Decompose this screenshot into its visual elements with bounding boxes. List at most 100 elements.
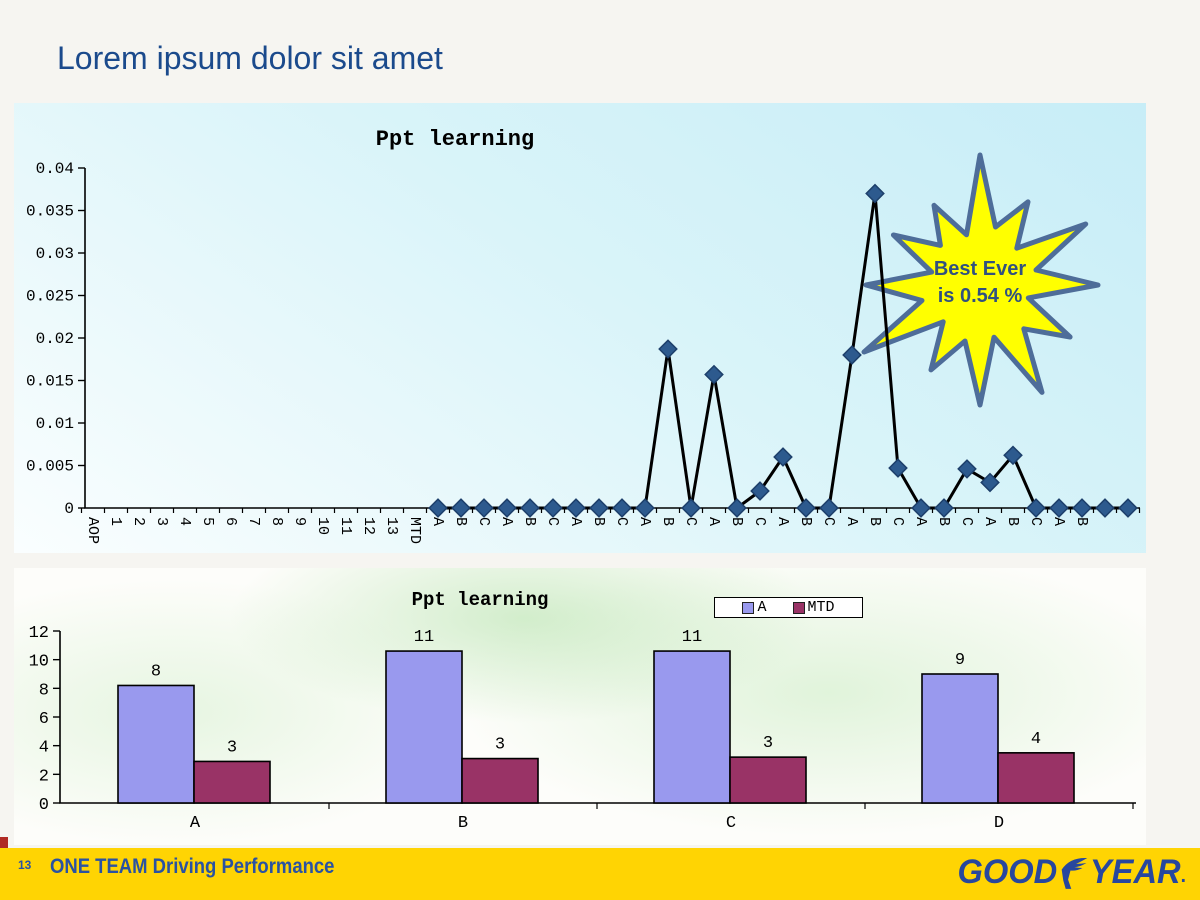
line-marker [1026, 498, 1046, 518]
bar-category-label: C [726, 814, 736, 833]
line-xtick-label: B [452, 517, 469, 526]
line-xtick-label: B [797, 517, 814, 526]
line-marker [474, 498, 494, 518]
footer-tagline: ONE TEAM Driving Performance [50, 855, 335, 878]
goodyear-logo: GOOD YEAR . [958, 853, 1186, 892]
line-xtick-label: B [728, 517, 745, 526]
line-ytick-label: 0.03 [36, 245, 74, 263]
line-xtick-label: B [1073, 517, 1090, 526]
line-marker [980, 472, 1000, 493]
legend-swatch-mtd [792, 601, 805, 614]
line-marker [681, 498, 701, 518]
line-ytick-label: 0.015 [26, 373, 74, 391]
line-ytick-label: 0.02 [36, 330, 74, 348]
line-marker [1049, 498, 1069, 518]
bar-value-label: 3 [763, 734, 773, 753]
line-xtick-label: 8 [268, 517, 285, 526]
line-xtick-label: C [544, 517, 561, 526]
legend-item-a: A [742, 599, 767, 616]
line-chart-panel: 0 0.005 0.01 0.015 0.02 0.025 0.03 0.035 0.04 AOP… [14, 103, 1146, 553]
bar-value-label: 4 [1031, 730, 1041, 749]
line-marker [796, 498, 816, 518]
bar-ytick-label: 2 [39, 767, 49, 786]
line-marker [957, 459, 977, 479]
line-marker [911, 498, 931, 518]
red-accent-mark [0, 837, 8, 848]
line-xtick-label: C [1027, 517, 1044, 526]
line-xtick-label: C [613, 517, 630, 526]
bar-ytick-label: 10 [29, 653, 49, 672]
line-xtick-label: 11 [337, 517, 354, 535]
line-xtick-label: 13 [383, 517, 400, 535]
bar-value-label: 11 [682, 628, 702, 647]
line-xtick-label: A [567, 517, 584, 526]
line-xtick-label: C [889, 517, 906, 526]
line-xtick-label: A [429, 517, 446, 526]
bar-chart-svg: 0 2 4 6 8 10 12 8 3 A 11 3 B 11 3 C 9 4 D [29, 624, 1136, 833]
line-marker [451, 498, 471, 518]
line-xtick-label: B [935, 517, 952, 526]
line-marker [1095, 498, 1115, 518]
line-marker [888, 458, 908, 478]
bar-a-D [921, 673, 999, 804]
logo-text-good: GOOD [957, 853, 1058, 891]
line-xtick-label: 9 [291, 517, 308, 526]
bar-mtd-B [461, 757, 539, 804]
callout-text: Best Ever is 0.54 % [880, 256, 1080, 310]
bar-ytick-label: 8 [39, 681, 49, 700]
line-marker [428, 498, 448, 518]
line-xtick-label: A [843, 517, 860, 526]
callout-line2: is 0.54 % [937, 285, 1023, 307]
slide-number: 13 [18, 858, 32, 872]
bar-ytick-label: 12 [29, 624, 49, 643]
wingfoot-icon [1061, 857, 1088, 889]
bar-mtd-D [997, 752, 1075, 804]
page-title: Lorem ipsum dolor sit amet [57, 40, 443, 76]
line-xtick-label: MTD [406, 517, 423, 544]
bar-mtd-C [729, 756, 807, 804]
line-xtick-label: 6 [222, 517, 239, 526]
line-marker [612, 498, 632, 518]
line-marker [842, 345, 862, 365]
line-ytick-label: 0.04 [36, 160, 74, 178]
line-marker [704, 364, 724, 385]
line-ytick-label: 0.01 [36, 415, 74, 433]
bar-value-label: 3 [227, 738, 237, 757]
line-xtick-label: A [1050, 517, 1067, 526]
line-marker [566, 498, 586, 518]
callout-line1: Best Ever [933, 258, 1027, 280]
footer-bar: 13 ONE TEAM Driving Performance GOOD YEA… [0, 848, 1200, 900]
line-xtick-label: A [981, 517, 998, 526]
line-xtick-label: A [498, 517, 515, 526]
bar-value-label: 3 [495, 736, 505, 755]
line-marker [589, 498, 609, 518]
bar-a-A [117, 684, 195, 804]
line-marker [543, 498, 563, 518]
bar-category-label: A [190, 814, 201, 833]
bar-category-label: D [994, 814, 1004, 833]
line-marker [819, 498, 839, 518]
line-xtick-label: C [751, 517, 768, 526]
line-xtick-label: 4 [176, 517, 193, 526]
line-xtick-label: B [1004, 517, 1021, 526]
logo-text-year: YEAR [1089, 853, 1181, 891]
bar-chart-title: Ppt learning [411, 589, 549, 611]
line-chart-svg: 0 0.005 0.01 0.015 0.02 0.025 0.03 0.035 0.04 AOP… [26, 152, 1141, 544]
bar-ytick-label: 4 [39, 739, 49, 758]
line-xtick-label: B [590, 517, 607, 526]
line-marker [865, 183, 885, 204]
line-xtick-label: B [659, 517, 676, 526]
line-ytick-label: 0.035 [26, 203, 74, 221]
legend-swatch-a [742, 601, 755, 614]
line-ytick-label: 0 [64, 500, 74, 518]
line-marker [1072, 498, 1092, 518]
bar-value-label: 9 [955, 651, 965, 670]
line-xtick-label: A [912, 517, 929, 526]
line-ytick-label: 0.005 [26, 458, 74, 476]
line-marker [750, 481, 770, 501]
line-xtick-label: A [774, 517, 791, 526]
line-chart-title: Ppt learning [375, 127, 535, 152]
legend-label-mtd: MTD [807, 599, 835, 616]
line-marker [497, 498, 517, 518]
